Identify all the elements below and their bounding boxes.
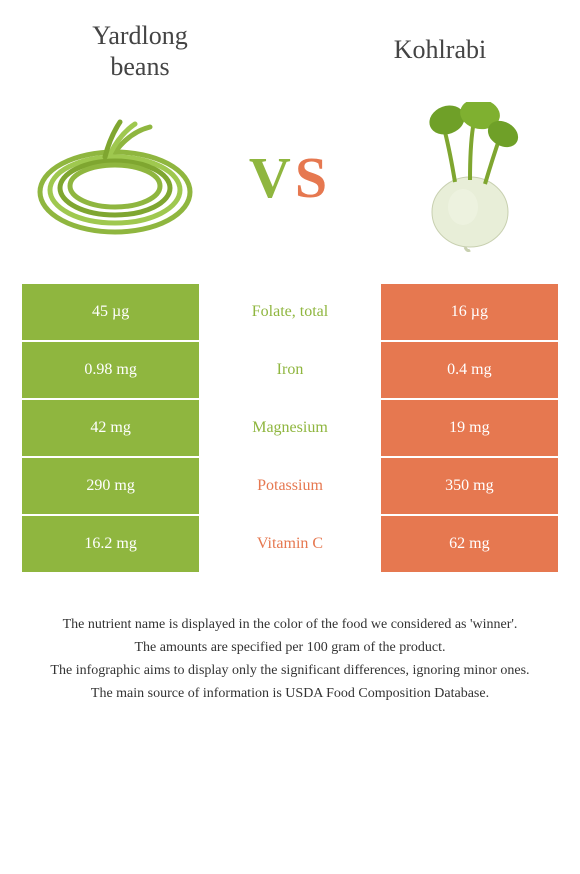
table-row: 0.98 mgIron0.4 mg (21, 341, 559, 399)
left-value: 16.2 mg (21, 515, 200, 573)
footer-line-1: The nutrient name is displayed in the co… (20, 614, 560, 635)
nutrient-label: Iron (200, 341, 379, 399)
nutrient-label: Vitamin C (200, 515, 379, 573)
nutrient-label: Potassium (200, 457, 379, 515)
table-row: 290 mgPotassium350 mg (21, 457, 559, 515)
footer-line-2: The amounts are specified per 100 gram o… (20, 637, 560, 658)
left-value: 42 mg (21, 399, 200, 457)
yardlong-beans-image (30, 102, 200, 252)
left-value: 45 µg (21, 283, 200, 341)
nutrient-label: Folate, total (200, 283, 379, 341)
vs-label: VS (249, 144, 331, 211)
table-row: 42 mgMagnesium19 mg (21, 399, 559, 457)
vs-s: S (295, 145, 331, 210)
right-title: Kohlrabi (394, 35, 486, 64)
nutrient-label: Magnesium (200, 399, 379, 457)
footer-notes: The nutrient name is displayed in the co… (0, 574, 580, 704)
footer-line-3: The infographic aims to display only the… (20, 660, 560, 681)
right-value: 19 mg (380, 399, 559, 457)
left-title-line1: Yardlong (92, 21, 188, 50)
header: Yardlong beans Kohlrabi (0, 0, 580, 92)
left-value: 0.98 mg (21, 341, 200, 399)
left-title-line2: beans (110, 52, 169, 81)
right-value: 16 µg (380, 283, 559, 341)
kohlrabi-image (380, 102, 550, 252)
vs-v: V (249, 145, 295, 210)
nutrient-table: 45 µgFolate, total16 µg0.98 mgIron0.4 mg… (20, 282, 560, 574)
left-food-title: Yardlong beans (50, 20, 230, 82)
images-row: VS (0, 92, 580, 282)
right-value: 350 mg (380, 457, 559, 515)
left-value: 290 mg (21, 457, 200, 515)
table-row: 45 µgFolate, total16 µg (21, 283, 559, 341)
footer-line-4: The main source of information is USDA F… (20, 683, 560, 704)
right-food-title: Kohlrabi (350, 34, 530, 65)
right-value: 0.4 mg (380, 341, 559, 399)
right-value: 62 mg (380, 515, 559, 573)
table-row: 16.2 mgVitamin C62 mg (21, 515, 559, 573)
